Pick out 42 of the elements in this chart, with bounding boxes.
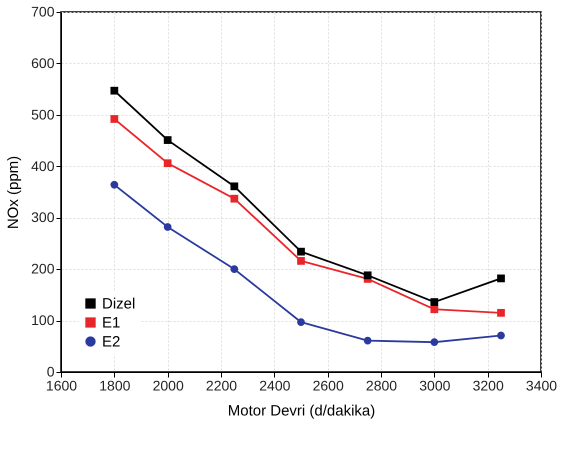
y-tick-label: 700	[31, 4, 55, 20]
x-tick-label: 1600	[46, 378, 78, 394]
x-tick-label: 2800	[366, 378, 398, 394]
point	[297, 257, 305, 265]
y-tick-label: 400	[31, 158, 55, 174]
y-tick-label: 200	[31, 260, 55, 277]
point	[297, 318, 305, 326]
point	[497, 274, 505, 282]
point	[164, 223, 172, 231]
point	[497, 308, 505, 317]
y-tick-label: 0	[46, 364, 55, 380]
point	[230, 182, 238, 190]
y-axis-title: NOx (ppm)	[5, 156, 22, 230]
point	[297, 248, 305, 256]
point	[110, 180, 118, 189]
x-tick-label: 2000	[152, 378, 184, 394]
y-tick-label: 300	[31, 209, 55, 226]
point	[230, 265, 238, 274]
x-tick-label: 2200	[206, 378, 238, 394]
point	[110, 86, 118, 95]
x-tick-label: 3200	[472, 378, 504, 394]
point	[164, 159, 172, 168]
y-tick-label: 600	[31, 54, 55, 71]
y-tick-label: 100	[31, 312, 55, 328]
x-tick-label: 3400	[526, 378, 558, 394]
point	[364, 336, 372, 344]
point	[430, 298, 438, 306]
legend-label: Dizel	[102, 296, 136, 312]
x-tick-label: 3000	[419, 378, 451, 394]
point	[364, 271, 372, 280]
x-axis-title: Motor Devri (d/dakika)	[228, 402, 376, 420]
point	[430, 338, 438, 346]
y-tick-label: 500	[31, 106, 55, 122]
x-tick-label: 1800	[99, 378, 131, 394]
x-tick-label: 2600	[312, 378, 344, 394]
legend-label: E2	[102, 334, 120, 350]
x-tick-label: 2400	[259, 378, 291, 394]
legend-label: E1	[102, 314, 120, 332]
point	[164, 136, 172, 144]
point	[110, 115, 118, 123]
point	[230, 194, 238, 203]
point	[497, 332, 505, 340]
